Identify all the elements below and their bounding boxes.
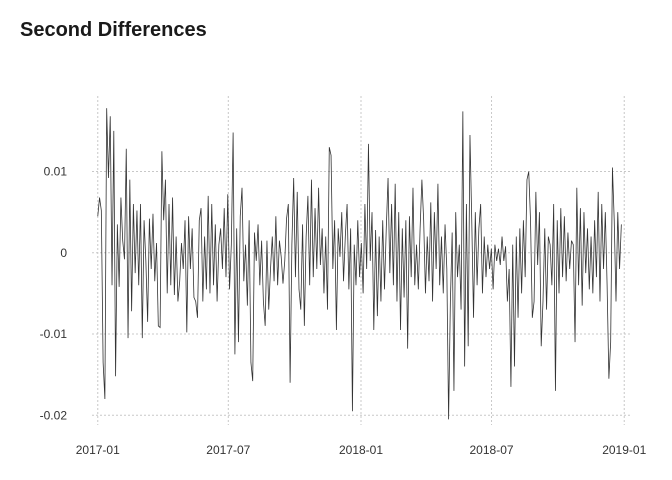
chart-title: Second Differences <box>20 19 207 41</box>
x-tick-label: 2019-01 <box>602 443 646 457</box>
y-tick-label: 0.01 <box>44 165 68 179</box>
x-axis-ticks: 2017-01 2017-07 2018-01 2018-07 2019-01 <box>76 443 647 457</box>
series-layer <box>97 108 622 420</box>
gridlines <box>92 96 630 425</box>
x-tick-label: 2018-01 <box>339 443 383 457</box>
y-tick-label: 0 <box>60 246 67 260</box>
y-tick-label: -0.02 <box>40 408 68 422</box>
series-line <box>97 108 622 420</box>
y-tick-label: -0.01 <box>40 327 68 341</box>
x-tick-label: 2017-01 <box>76 443 120 457</box>
x-tick-label: 2017-07 <box>206 443 250 457</box>
y-axis-ticks: 0.01 0 -0.01 -0.02 <box>40 165 68 423</box>
x-tick-label: 2018-07 <box>470 443 514 457</box>
